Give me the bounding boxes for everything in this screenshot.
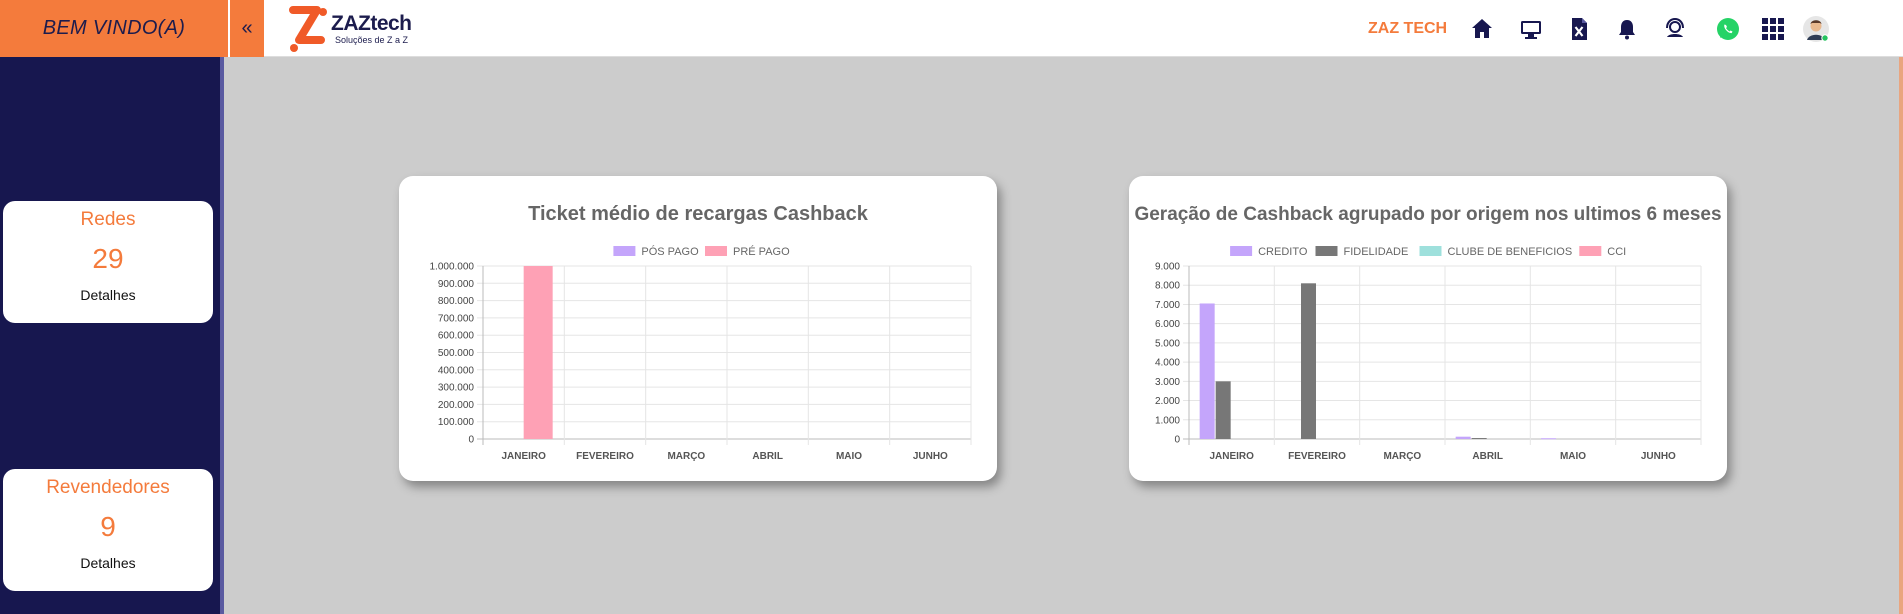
sidebar-collapse-button[interactable]: « [228, 0, 264, 57]
y-tick-label: 1.000.000 [430, 262, 475, 273]
revendedores-card[interactable]: Revendedores 9 Detalhes [3, 469, 213, 591]
sidebar: Redes 29 Detalhes Revendedores 9 Detalhe… [0, 57, 224, 614]
bar-credito-abril[interactable] [1455, 436, 1471, 439]
whatsapp-icon [1717, 18, 1739, 40]
support-icon [1666, 17, 1684, 37]
y-tick-label: 1.000 [1155, 415, 1180, 426]
y-tick-label: 600.000 [438, 331, 475, 342]
y-tick-label: 400.000 [438, 365, 475, 376]
y-tick-label: 5.000 [1155, 338, 1180, 349]
redes-card[interactable]: Redes 29 Detalhes [3, 201, 213, 323]
x-tick-label: MAIO [1560, 451, 1586, 462]
legend-label[interactable]: PÓS PAGO [641, 245, 699, 258]
support-button[interactable] [1662, 16, 1688, 42]
user-avatar-button[interactable] [1802, 15, 1830, 43]
y-tick-label: 3.000 [1155, 377, 1180, 388]
company-name[interactable]: ZAZ TECH [1368, 20, 1448, 37]
x-tick-label: MARÇO [1383, 451, 1421, 462]
redes-details-link[interactable]: Detalhes [80, 287, 136, 303]
y-tick-label: 100.000 [438, 417, 475, 428]
avatar-icon [1803, 16, 1829, 42]
legend-swatch[interactable] [1579, 246, 1602, 256]
logo-name: ZAZtech [331, 12, 412, 35]
logo-tagline: Soluções de Z a Z [335, 35, 409, 45]
y-tick-label: 2.000 [1155, 396, 1180, 407]
geracao-cashback-card: Geração de Cashback agrupado por origem … [1129, 176, 1727, 481]
x-tick-label: JANEIRO [501, 451, 546, 462]
logo[interactable]: ZAZtech Soluções de Z a Z [287, 4, 412, 54]
apps-grid-icon [1762, 18, 1784, 40]
zaztech-logo-icon [289, 6, 327, 52]
legend-swatch[interactable] [613, 246, 636, 256]
x-tick-label: FEVEREIRO [1288, 451, 1346, 462]
geracao-cashback-chart: Geração de Cashback agrupado por origem … [1134, 204, 1721, 462]
y-tick-label: 300.000 [438, 383, 475, 394]
y-tick-label: 800.000 [438, 296, 475, 307]
bell-icon [1619, 20, 1635, 40]
legend-label[interactable]: FIDELIDADE [1344, 246, 1409, 258]
y-tick-label: 0 [1174, 435, 1180, 446]
revendedores-title: Revendedores [46, 477, 170, 498]
y-tick-label: 500.000 [438, 348, 475, 359]
legend-swatch[interactable] [1419, 246, 1442, 256]
bar-fidelidade-abril[interactable] [1471, 438, 1487, 440]
legend-swatch[interactable] [705, 246, 727, 256]
y-tick-label: 7.000 [1155, 300, 1180, 311]
top-header: BEM VINDO(A) « ZAZtech Soluções de Z a Z… [0, 0, 1903, 57]
x-tick-label: ABRIL [1472, 451, 1503, 462]
y-tick-label: 0 [468, 435, 474, 446]
legend-label[interactable]: CREDITO [1258, 246, 1308, 258]
home-button[interactable] [1469, 16, 1495, 42]
excel-icon [1572, 18, 1587, 40]
legend-swatch[interactable] [1230, 246, 1253, 256]
apps-grid-button[interactable] [1760, 16, 1786, 42]
redes-count: 29 [92, 243, 124, 274]
y-tick-label: 900.000 [438, 279, 475, 290]
y-tick-label: 4.000 [1155, 358, 1180, 369]
chart-title: Geração de Cashback agrupado por origem … [1134, 204, 1721, 225]
x-tick-label: JANEIRO [1209, 451, 1254, 462]
bar-credito-janeiro[interactable] [1199, 303, 1215, 439]
redes-title: Redes [80, 209, 136, 230]
legend-label[interactable]: CCI [1607, 246, 1626, 258]
x-tick-label: FEVEREIRO [576, 451, 634, 462]
bar-pr-pago-janeiro[interactable] [523, 266, 553, 439]
x-tick-label: JUNHO [1641, 451, 1676, 462]
chart-title: Ticket médio de recargas Cashback [528, 203, 869, 225]
notifications-button[interactable] [1614, 16, 1640, 42]
ticket-medio-card: Ticket médio de recargas Cashback PÓS PAG… [399, 176, 997, 481]
x-tick-label: ABRIL [752, 451, 783, 462]
excel-export-button[interactable] [1566, 16, 1592, 42]
bar-credito-maio[interactable] [1541, 438, 1556, 440]
revendedores-count: 9 [100, 511, 116, 542]
x-tick-label: MAIO [836, 451, 862, 462]
x-tick-label: JUNHO [913, 451, 948, 462]
x-tick-label: MARÇO [667, 451, 705, 462]
y-tick-label: 200.000 [438, 400, 475, 411]
monitor-icon [1521, 21, 1541, 39]
bar-fidelidade-janeiro[interactable] [1215, 381, 1231, 439]
y-tick-label: 8.000 [1155, 281, 1180, 292]
whatsapp-button[interactable] [1715, 16, 1741, 42]
welcome-banner: BEM VINDO(A) [0, 0, 228, 57]
home-icon [1472, 19, 1492, 38]
revendedores-details-link[interactable]: Detalhes [80, 555, 136, 571]
monitor-button[interactable] [1518, 16, 1544, 42]
bar-fidelidade-fevereiro[interactable] [1301, 283, 1316, 439]
y-tick-label: 9.000 [1155, 262, 1180, 273]
legend-swatch[interactable] [1315, 246, 1338, 256]
y-tick-label: 700.000 [438, 313, 475, 324]
right-edge-strip [1899, 57, 1903, 614]
ticket-medio-chart: Ticket médio de recargas Cashback PÓS PAG… [430, 203, 972, 462]
legend-label[interactable]: PRÉ PAGO [733, 245, 790, 258]
y-tick-label: 6.000 [1155, 319, 1180, 330]
legend-label[interactable]: CLUBE DE BENEFICIOS [1448, 246, 1573, 258]
